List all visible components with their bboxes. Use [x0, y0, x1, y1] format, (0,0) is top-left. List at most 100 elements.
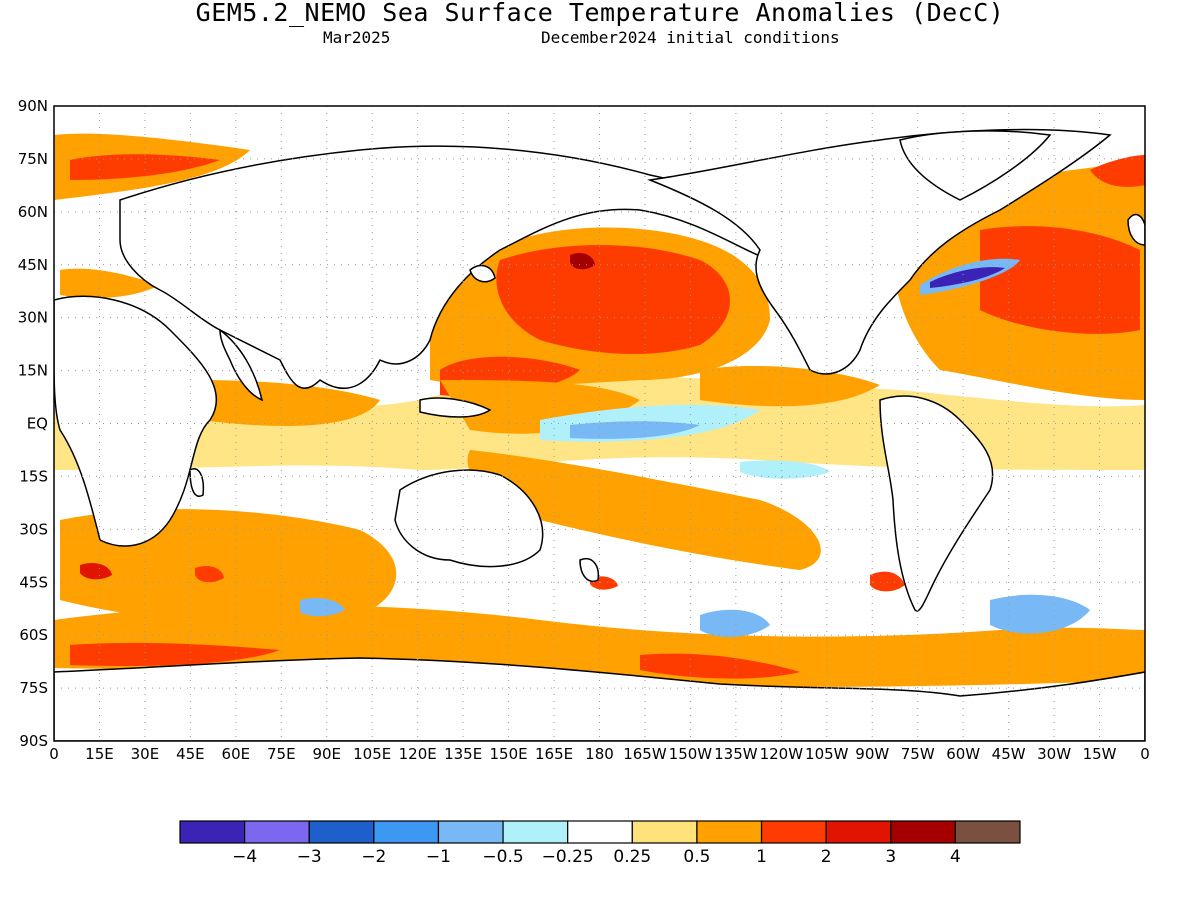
- lon-tick-label: 15W: [1083, 745, 1117, 763]
- lon-tick-label: 105E: [353, 745, 391, 763]
- madagascar-landmass: [189, 468, 205, 497]
- warm-anomaly-region: [70, 154, 220, 180]
- initial-conditions: December2024 initial conditions: [541, 28, 840, 47]
- cold-anomaly-region: [300, 598, 345, 617]
- colorbar-label: 3: [885, 847, 896, 867]
- lat-tick-label: 90S: [19, 732, 48, 750]
- colorbar-swatch: [179, 820, 246, 844]
- latitude-axis: 90N 75N 60N 45N 30N 15N EQ 15S 30S 45S 60S 75S 90S: [18, 97, 48, 750]
- lon-tick-label: 0: [49, 745, 59, 763]
- lon-tick-label: 60W: [946, 745, 980, 763]
- lon-tick-label: 135W: [714, 745, 758, 763]
- colorbar-swatch: [825, 820, 892, 844]
- colorbar-swatch: [760, 820, 827, 844]
- lon-tick-label: 30W: [1037, 745, 1071, 763]
- lon-tick-label: 150W: [669, 745, 713, 763]
- lon-tick-label: 45W: [992, 745, 1026, 763]
- colorbar-label: 4: [950, 847, 961, 867]
- colorbar-swatch: [890, 820, 956, 844]
- south-america-landmass: [879, 395, 994, 612]
- warm-anomaly-region: [640, 653, 800, 679]
- colorbar-label: 2: [821, 847, 832, 867]
- warm-anomaly-region: [1090, 155, 1145, 187]
- warm-anomaly-region: [700, 365, 880, 407]
- lat-tick-label: 75S: [19, 679, 48, 697]
- map-gridlines: [54, 106, 1145, 741]
- colorbar-label: −4: [232, 847, 257, 867]
- colorbar-swatch: [954, 820, 1021, 844]
- colorbar-swatch: [631, 820, 698, 844]
- colorbar-legend: −4 −3 −2 −1 −0.5 −0.25 0.25 0.5 1 2 3 4: [179, 820, 1021, 867]
- colorbar-label: −2: [361, 847, 386, 867]
- lon-tick-label: 105W: [805, 745, 849, 763]
- colorbar-label: −1: [426, 847, 451, 867]
- lon-tick-label: 120E: [399, 745, 437, 763]
- warm-anomaly-region: [60, 268, 160, 298]
- lon-tick-label: 135E: [444, 745, 482, 763]
- colorbar-swatch: [373, 820, 440, 844]
- cold-anomaly-region: [700, 609, 770, 637]
- lon-tick-label: 150E: [490, 745, 528, 763]
- cold-anomaly-region: [930, 267, 1005, 288]
- lat-tick-label: 15S: [19, 467, 48, 485]
- map-title: GEM5.2_NEMO Sea Surface Temperature Anom…: [195, 0, 1005, 27]
- forecast-month: Mar2025: [323, 28, 391, 47]
- warm-anomaly-region: [870, 571, 905, 592]
- lat-tick-label: 60N: [18, 203, 48, 221]
- lat-tick-label: EQ: [27, 415, 48, 433]
- warm-anomaly-region: [496, 245, 730, 355]
- lon-tick-label: 180: [585, 745, 614, 763]
- colorbar-swatch: [567, 820, 633, 844]
- africa-landmass: [54, 295, 218, 547]
- lat-tick-label: 60S: [19, 626, 48, 644]
- map-area: [54, 106, 1145, 741]
- lon-tick-label: 15E: [85, 745, 114, 763]
- lat-tick-label: 15N: [18, 362, 48, 380]
- colorbar-label: −0.5: [482, 847, 523, 867]
- map-frame: [53, 105, 1146, 742]
- colorbar-label: 0.5: [683, 847, 710, 867]
- colorbar-swatch: [244, 820, 310, 844]
- cold-anomaly-region: [990, 594, 1090, 634]
- lon-tick-label: 90W: [855, 745, 889, 763]
- colorbar-label: 0.25: [613, 847, 651, 867]
- warm-anomaly-region: [200, 380, 380, 426]
- colorbar-label: 1: [756, 847, 767, 867]
- lon-tick-label: 90E: [312, 745, 341, 763]
- warm-anomaly-region: [80, 563, 112, 580]
- new-zealand-landmass: [579, 558, 600, 582]
- japan-landmass: [469, 264, 496, 283]
- antarctica-landmass: [54, 657, 1145, 741]
- colorbar-swatch: [437, 820, 504, 844]
- lat-tick-label: 90N: [18, 97, 48, 115]
- lon-tick-label: 120W: [760, 745, 804, 763]
- lat-tick-label: 45S: [19, 573, 48, 591]
- warm-anomaly-region: [570, 253, 595, 270]
- lat-tick-label: 30S: [19, 520, 48, 538]
- colorbar-label: −0.25: [542, 847, 594, 867]
- australia-landmass: [394, 469, 544, 568]
- lon-tick-label: 165E: [535, 745, 573, 763]
- cold-anomaly-region: [740, 460, 830, 479]
- warm-anomaly-region: [980, 226, 1140, 334]
- lon-tick-label: 60E: [222, 745, 251, 763]
- colorbar-swatch: [502, 820, 569, 844]
- lon-tick-label: 0: [1140, 745, 1150, 763]
- warm-anomaly-region: [70, 642, 280, 667]
- lon-tick-label: 75E: [267, 745, 296, 763]
- colorbar-label: −3: [297, 847, 322, 867]
- continents: [54, 128, 1145, 741]
- uk-landmass: [1127, 213, 1145, 246]
- eurasia-landmass: [119, 145, 771, 390]
- warm-anomaly-region: [195, 566, 224, 583]
- north-america-landmass: [647, 128, 1112, 375]
- longitude-axis: 0 15E 30E 45E 60E 75E 90E 105E 120E 135E 150E 165E 1…: [49, 745, 1150, 763]
- lat-tick-label: 45N: [18, 256, 48, 274]
- lon-tick-label: 45E: [176, 745, 205, 763]
- greenland-landmass: [899, 130, 1052, 201]
- lon-tick-label: 30E: [131, 745, 160, 763]
- maritime-continent: [419, 397, 492, 418]
- cold-anomaly-region: [570, 421, 700, 439]
- lat-tick-label: 75N: [18, 150, 48, 168]
